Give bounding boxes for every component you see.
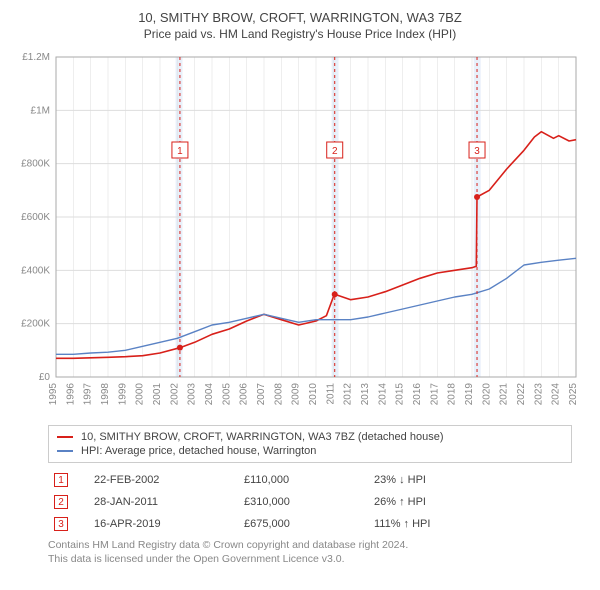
event-badge-cell: 3 xyxy=(48,513,88,535)
event-badge: 2 xyxy=(54,495,68,509)
svg-text:£800K: £800K xyxy=(21,159,50,170)
event-row: 3 16-APR-2019£675,000111% ↑ HPI xyxy=(48,513,572,535)
svg-text:2012: 2012 xyxy=(343,383,354,406)
svg-text:2021: 2021 xyxy=(499,383,510,406)
event-delta: 111% ↑ HPI xyxy=(368,513,572,535)
svg-text:2024: 2024 xyxy=(551,383,562,406)
page-subtitle: Price paid vs. HM Land Registry's House … xyxy=(8,27,592,41)
svg-text:2015: 2015 xyxy=(395,383,406,406)
svg-text:2007: 2007 xyxy=(256,383,267,406)
svg-text:2003: 2003 xyxy=(187,383,198,406)
legend-row: 10, SMITHY BROW, CROFT, WARRINGTON, WA3 … xyxy=(57,430,563,444)
svg-text:2025: 2025 xyxy=(568,383,579,406)
svg-text:1997: 1997 xyxy=(83,383,94,406)
legend: 10, SMITHY BROW, CROFT, WARRINGTON, WA3 … xyxy=(48,425,572,463)
price-chart: £0 £200K £400K £600K £800K £1M £1.2M 1995 1996 19… xyxy=(8,47,592,417)
svg-text:2010: 2010 xyxy=(308,383,319,406)
svg-text:2005: 2005 xyxy=(221,383,232,406)
svg-text:£400K: £400K xyxy=(21,265,50,276)
svg-text:2013: 2013 xyxy=(360,383,371,406)
svg-text:1998: 1998 xyxy=(100,383,111,406)
svg-text:£1.2M: £1.2M xyxy=(22,52,50,63)
svg-text:1999: 1999 xyxy=(117,383,128,406)
attribution: Contains HM Land Registry data © Crown c… xyxy=(48,539,572,566)
event-badge-cell: 1 xyxy=(48,469,88,491)
event-delta: 26% ↑ HPI xyxy=(368,491,572,513)
attribution-line: This data is licensed under the Open Gov… xyxy=(48,553,572,567)
event-price: £110,000 xyxy=(238,469,368,491)
svg-text:£600K: £600K xyxy=(21,212,50,223)
svg-text:2: 2 xyxy=(332,146,338,157)
legend-row: HPI: Average price, detached house, Warr… xyxy=(57,444,563,458)
legend-label: 10, SMITHY BROW, CROFT, WARRINGTON, WA3 … xyxy=(81,431,443,443)
svg-text:2017: 2017 xyxy=(429,383,440,406)
svg-text:2006: 2006 xyxy=(239,383,250,406)
svg-text:2023: 2023 xyxy=(533,383,544,406)
event-date: 16-APR-2019 xyxy=(88,513,238,535)
event-date: 28-JAN-2011 xyxy=(88,491,238,513)
event-price: £310,000 xyxy=(238,491,368,513)
legend-label: HPI: Average price, detached house, Warr… xyxy=(81,445,316,457)
svg-text:2018: 2018 xyxy=(447,383,458,406)
svg-text:£1M: £1M xyxy=(31,105,50,116)
svg-text:3: 3 xyxy=(474,146,480,157)
svg-text:2002: 2002 xyxy=(169,383,180,406)
svg-text:1995: 1995 xyxy=(48,383,59,406)
svg-text:2009: 2009 xyxy=(291,383,302,406)
attribution-line: Contains HM Land Registry data © Crown c… xyxy=(48,539,572,553)
event-badge-cell: 2 xyxy=(48,491,88,513)
svg-text:1: 1 xyxy=(177,146,183,157)
svg-text:2000: 2000 xyxy=(135,383,146,406)
svg-text:2014: 2014 xyxy=(377,383,388,406)
event-row: 2 28-JAN-2011£310,00026% ↑ HPI xyxy=(48,491,572,513)
events-table: 1 22-FEB-2002£110,00023% ↓ HPI 2 28-JAN-201… xyxy=(48,469,572,535)
event-price: £675,000 xyxy=(238,513,368,535)
event-row: 1 22-FEB-2002£110,00023% ↓ HPI xyxy=(48,469,572,491)
legend-swatch xyxy=(57,450,73,452)
svg-text:2001: 2001 xyxy=(152,383,163,406)
page-title: 10, SMITHY BROW, CROFT, WARRINGTON, WA3 … xyxy=(8,10,592,25)
event-badge: 3 xyxy=(54,517,68,531)
event-badge: 1 xyxy=(54,473,68,487)
svg-text:2022: 2022 xyxy=(516,383,527,406)
svg-text:2016: 2016 xyxy=(412,383,423,406)
svg-text:2008: 2008 xyxy=(273,383,284,406)
svg-text:2004: 2004 xyxy=(204,383,215,406)
svg-text:1996: 1996 xyxy=(65,383,76,406)
legend-swatch xyxy=(57,436,73,438)
chart-svg: £0 £200K £400K £600K £800K £1M £1.2M 1995 1996 19… xyxy=(8,47,592,417)
svg-text:2019: 2019 xyxy=(464,383,475,406)
svg-text:£200K: £200K xyxy=(21,319,50,330)
svg-text:2020: 2020 xyxy=(481,383,492,406)
svg-text:£0: £0 xyxy=(39,372,51,383)
svg-text:2011: 2011 xyxy=(325,383,336,405)
event-date: 22-FEB-2002 xyxy=(88,469,238,491)
event-delta: 23% ↓ HPI xyxy=(368,469,572,491)
